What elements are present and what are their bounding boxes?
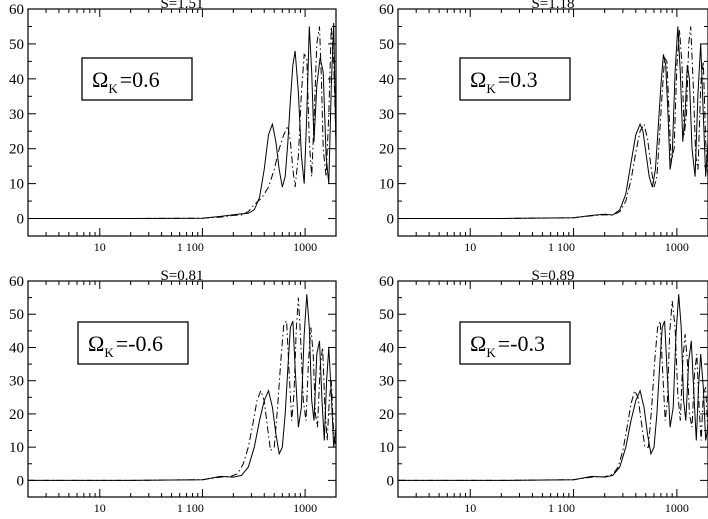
y-tick-label: 20 [379, 407, 394, 423]
plot-frame [397, 8, 708, 237]
x-tick-label: 1 100 [548, 240, 575, 254]
y-tick-label: 10 [9, 440, 24, 456]
plot-frame [397, 280, 708, 498]
y-tick-label: 0 [387, 473, 395, 489]
y-tick-label: 10 [9, 177, 24, 193]
panel-1: S=1.51 0 10 20 30 40 50 60 10 1 100 1000 ΩK=0.6 [9, 0, 337, 254]
x-tick-label: 1000 [293, 240, 317, 254]
panel-title: S=1.18 [531, 0, 574, 12]
y-tick-label: 60 [379, 274, 394, 290]
x-tick-label: 1 100 [177, 240, 204, 254]
plot-frame [27, 8, 337, 237]
solid-curve [398, 294, 708, 481]
annotation-label: ΩK=-0.3 [470, 331, 545, 360]
annotation-box: ΩK=-0.6 [77, 321, 189, 365]
y-tick-label: 50 [9, 37, 24, 53]
annotation-label: ΩK=0.6 [92, 67, 160, 96]
panel-title: S=1.51 [160, 0, 203, 12]
solid-curve [28, 294, 336, 481]
x-tick-label: 10 [464, 240, 476, 254]
y-tick-label: 20 [379, 142, 394, 158]
annotation-box: ΩK=-0.3 [459, 321, 571, 365]
y-tick-label: 40 [379, 340, 394, 356]
panel-4: S=0.89 0 10 20 30 40 50 60 10 1 100 1000 ΩK=-0.3 [379, 268, 708, 515]
x-tick-label: 10 [94, 240, 106, 254]
panel-title: S=0.81 [160, 268, 203, 284]
dash-dot-curve [28, 26, 336, 219]
y-tick-label: 50 [379, 307, 394, 323]
y-tick-label: 0 [387, 212, 395, 228]
dash-dot-curve [28, 297, 336, 481]
y-tick-label: 60 [9, 274, 24, 290]
annotation-box: ΩK=0.6 [81, 57, 193, 101]
y-tick-label: 30 [379, 374, 394, 390]
y-tick-label: 30 [379, 107, 394, 123]
plot-frame [27, 280, 337, 498]
x-tick-label: 1 100 [548, 501, 575, 515]
annotation-label: ΩK=-0.6 [88, 331, 163, 360]
y-tick-label: 20 [9, 142, 24, 158]
x-tick-label: 10 [464, 501, 476, 515]
y-tick-label: 0 [17, 212, 25, 228]
y-tick-label: 50 [379, 37, 394, 53]
panel-title: S=0.89 [531, 268, 574, 284]
y-tick-label: 40 [9, 340, 24, 356]
solid-curve [28, 22, 336, 219]
y-tick-label: 30 [9, 107, 24, 123]
y-tick-label: 40 [9, 72, 24, 88]
y-tick-label: 60 [379, 2, 394, 18]
dash-dot-curve [398, 300, 708, 481]
x-tick-label: 1 100 [177, 501, 204, 515]
y-tick-label: 30 [9, 374, 24, 390]
y-tick-label: 60 [9, 2, 24, 18]
y-tick-label: 10 [379, 440, 394, 456]
x-tick-label: 1000 [665, 501, 689, 515]
solid-curve [398, 26, 708, 219]
x-tick-label: 1000 [665, 240, 689, 254]
y-tick-label: 10 [379, 177, 394, 193]
dash-dot-curve [398, 26, 708, 219]
y-tick-label: 40 [379, 72, 394, 88]
annotation-box: ΩK=0.3 [459, 57, 571, 101]
y-tick-label: 20 [9, 407, 24, 423]
panel-3: S=0.81 0 10 20 30 40 50 60 10 1 100 1000 ΩK=-0.6 [9, 268, 337, 515]
annotation-label: ΩK=0.3 [470, 67, 538, 96]
x-tick-label: 10 [94, 501, 106, 515]
panel-2: S=1.18 0 10 20 30 40 50 60 10 1 100 1000 ΩK=0.3 [379, 0, 708, 254]
y-tick-label: 0 [17, 473, 25, 489]
x-tick-label: 1000 [293, 501, 317, 515]
y-tick-label: 50 [9, 307, 24, 323]
